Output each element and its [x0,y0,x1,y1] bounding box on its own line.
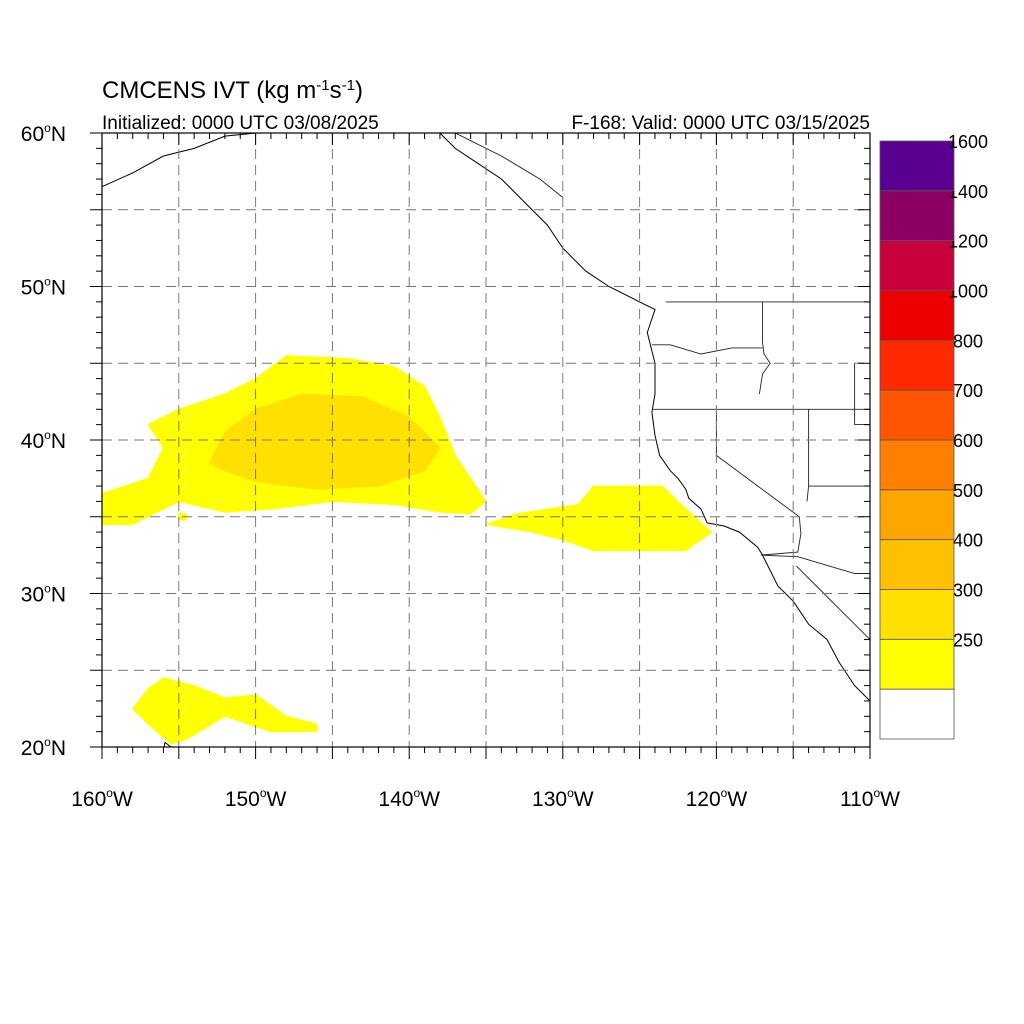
lat-label-40: 40oN [21,428,66,453]
figure-title: CMCENS IVT (kg m-1s-1) [102,77,363,105]
political-border [760,554,870,574]
axis-ticks [90,132,871,759]
political-border [795,565,870,640]
colorbar-swatch-500 [879,489,955,540]
colorbar-swatch-800 [879,339,955,391]
colorbar-label-400: 400 [953,531,983,551]
colorbar-label-700: 700 [953,381,983,401]
political-border [651,344,763,355]
title-close: ) [355,77,363,104]
colorbar-swatch-400 [879,539,955,590]
lon-label-140: 140oW [378,786,440,811]
colorbar-swatch-700 [879,389,955,441]
colorbar-label-1600: 1600 [948,132,988,152]
lon-label-160: 160oW [71,786,133,811]
colorbar-label-250: 250 [953,630,983,650]
colorbar-swatch-below [879,688,955,740]
colorbar-label-1200: 1200 [948,232,988,252]
grid-lines [102,133,870,747]
hawaii-island [163,741,172,747]
colorbar-label-1400: 1400 [948,182,988,202]
latitude-labels: 60oN 50oN 40oN 30oN 20oN [21,121,66,760]
west-coastline [439,133,870,702]
lat-label-20: 20oN [21,735,66,760]
political-border [715,409,802,556]
colorbar-swatch-250 [879,638,955,690]
valid-time-label: F-168: Valid: 0000 UTC 03/15/2025 [571,113,870,134]
lat-label-60: 60oN [21,121,66,146]
longitude-labels: 160oW 150oW 140oW 130oW 120oW 110oW [71,786,900,811]
colorbar-swatch-1400 [879,190,955,242]
ivt-region-250-3 [132,677,318,745]
political-border [455,133,564,198]
ivt-region-250-2 [485,485,713,551]
ivt-colorbar: 250 300 400 500 600 700 800 1000 1200 1400 1600 [879,132,988,740]
title-sup1: -1 [316,77,329,94]
lon-label-130: 130oW [532,786,594,811]
lon-label-120: 120oW [686,786,748,811]
lat-label-50: 50oN [21,275,66,300]
colorbar-label-600: 600 [953,431,983,451]
lon-label-110: 110oW [840,786,900,811]
colorbar-label-1000: 1000 [948,282,988,302]
lat-label-30: 30oN [21,582,66,607]
map-area [102,133,870,747]
lon-label-150: 150oW [225,786,287,811]
init-time-label: Initialized: 0000 UTC 03/08/2025 [102,113,379,134]
colorbar-label-800: 800 [953,331,983,351]
political-border [806,409,810,502]
geography-layer [102,133,870,747]
title-sup2: -1 [342,77,355,94]
colorbar-swatch-300 [879,589,955,640]
colorbar-swatch-1600 [879,140,955,192]
title-main: CMCENS IVT (kg m [102,77,316,104]
colorbar-label-300: 300 [953,581,983,601]
colorbar-swatch-1200 [879,240,955,291]
title-mid: s [330,77,342,104]
colorbar-swatch-1000 [879,290,955,341]
political-border [758,301,771,395]
colorbar-label-500: 500 [953,481,983,501]
ivt-shading-layer [102,355,713,745]
colorbar-swatch-600 [879,439,955,491]
